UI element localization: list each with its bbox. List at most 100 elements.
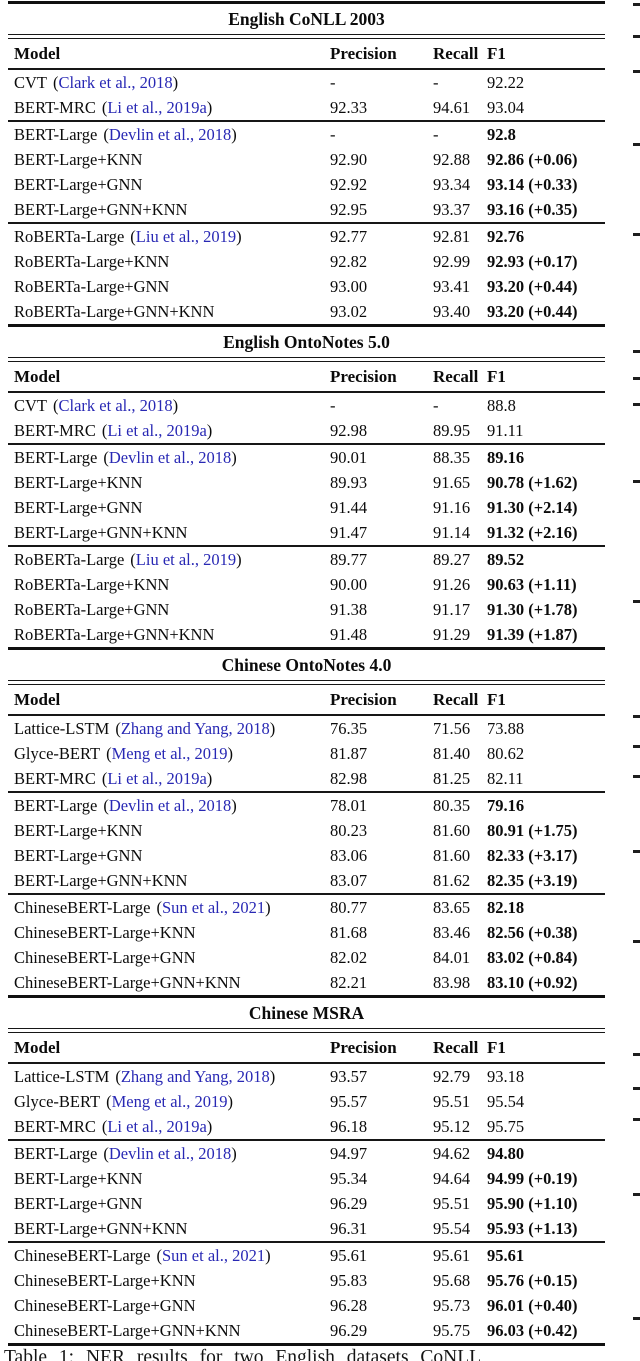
- model-cell: RoBERTa-Large (Liu et al., 2019): [14, 224, 242, 249]
- precision-value: 96.28: [330, 1296, 368, 1315]
- citation-link[interactable]: Clark et al., 2018: [58, 396, 173, 415]
- model-cell: RoBERTa-Large+GNN+KNN: [14, 299, 214, 324]
- precision-value: 95.34: [330, 1169, 368, 1188]
- citation-group: (Clark et al., 2018): [53, 73, 178, 92]
- citation-link[interactable]: Li et al., 2019a: [107, 1117, 207, 1136]
- model-cell: BERT-MRC (Li et al., 2019a): [14, 1114, 212, 1139]
- citation-group: (Liu et al., 2019): [130, 550, 241, 569]
- recall-value: 93.37: [433, 200, 471, 219]
- recall-value: 91.29: [433, 625, 471, 644]
- citation-group: (Devlin et al., 2018): [103, 796, 236, 815]
- column-header-precision: Precision: [330, 1038, 397, 1057]
- model-name: ChineseBERT-Large+KNN: [14, 1271, 196, 1290]
- citation-link[interactable]: Zhang and Yang, 2018: [120, 719, 270, 738]
- model-name: BERT-MRC: [14, 421, 96, 440]
- model-name: CVT: [14, 396, 47, 415]
- table-row: BERT-Large+GNN+KNN 92.95 93.37 93.16 (+0.35…: [8, 197, 605, 222]
- group-separator-rule: [8, 443, 605, 445]
- table-row: BERT-Large+GNN 91.44 91.16 91.30 (+2.14): [8, 495, 605, 520]
- column-header-precision: Precision: [330, 690, 397, 709]
- precision-value: 92.95: [330, 200, 368, 219]
- table-row: CVT (Clark et al., 2018) - - 88.8: [8, 393, 605, 418]
- precision-value: 91.47: [330, 523, 368, 542]
- table-row: RoBERTa-Large+GNN 93.00 93.41 93.20 (+0.44): [8, 274, 605, 299]
- recall-value: 95.61: [433, 1246, 471, 1265]
- citation-link[interactable]: Liu et al., 2019: [135, 550, 237, 569]
- citation-link[interactable]: Devlin et al., 2018: [108, 796, 232, 815]
- column-header-f1: F1: [487, 44, 506, 63]
- model-name: BERT-Large+KNN: [14, 150, 143, 169]
- model-name: BERT-Large+GNN: [14, 175, 143, 194]
- citation-link[interactable]: Li et al., 2019a: [107, 98, 207, 117]
- model-name: RoBERTa-Large+GNN+KNN: [14, 625, 215, 644]
- adjacent-column-text-fragment: [633, 377, 640, 380]
- column-header-model: Model: [14, 1038, 61, 1057]
- model-cell: RoBERTa-Large+GNN: [14, 597, 169, 622]
- precision-value: 96.18: [330, 1117, 368, 1136]
- precision-value: 90.01: [330, 448, 368, 467]
- f1-value: 94.99 (+0.19): [487, 1169, 578, 1188]
- citation-link[interactable]: Devlin et al., 2018: [108, 1144, 232, 1163]
- citation-link[interactable]: Clark et al., 2018: [58, 73, 173, 92]
- citation-link[interactable]: Li et al., 2019a: [107, 769, 207, 788]
- f1-value: 79.16: [487, 796, 525, 815]
- title-separator-rule: [8, 680, 605, 685]
- header-separator-rule: [8, 714, 605, 716]
- model-name: RoBERTa-Large+KNN: [14, 575, 170, 594]
- adjacent-column-text-fragment: [633, 775, 640, 778]
- f1-value: 90.63 (+1.11): [487, 575, 577, 594]
- citation-link[interactable]: Devlin et al., 2018: [108, 448, 232, 467]
- adjacent-column-text-fragment: [633, 35, 640, 38]
- table-bottom-rule: [8, 1343, 605, 1346]
- citation-link[interactable]: Liu et al., 2019: [135, 227, 237, 246]
- model-cell: BERT-MRC (Li et al., 2019a): [14, 95, 212, 120]
- recall-value: 91.14: [433, 523, 471, 542]
- model-name: BERT-Large: [14, 796, 98, 815]
- column-header-model: Model: [14, 44, 61, 63]
- model-cell: ChineseBERT-Large+GNN: [14, 945, 196, 970]
- recall-value: 93.41: [433, 277, 471, 296]
- precision-value: 82.21: [330, 973, 368, 992]
- citation-group: (Meng et al., 2019): [106, 744, 233, 763]
- table-row: RoBERTa-Large+GNN+KNN 91.48 91.29 91.39 (+1…: [8, 622, 605, 647]
- table-row: BERT-Large+KNN 95.34 94.64 94.99 (+0.19): [8, 1166, 605, 1191]
- model-cell: BERT-Large (Devlin et al., 2018): [14, 122, 237, 147]
- citation-link[interactable]: Meng et al., 2019: [111, 1092, 228, 1111]
- citation-group: (Devlin et al., 2018): [103, 125, 236, 144]
- open-paren: (: [53, 396, 59, 415]
- recall-value: -: [433, 396, 439, 415]
- precision-value: 82.02: [330, 948, 368, 967]
- close-paren: ): [265, 1246, 271, 1265]
- table-row: BERT-Large (Devlin et al., 2018) - - 92.8: [8, 122, 605, 147]
- model-name: RoBERTa-Large+GNN: [14, 600, 170, 619]
- open-paren: (: [156, 898, 163, 917]
- model-name: Lattice-LSTM: [14, 1067, 110, 1086]
- citation-link[interactable]: Sun et al., 2021: [162, 898, 266, 917]
- column-header-row: Model Precision Recall F1: [8, 362, 605, 391]
- citation-group: (Clark et al., 2018): [53, 396, 178, 415]
- citation-link[interactable]: Meng et al., 2019: [111, 744, 228, 763]
- citation-link[interactable]: Zhang and Yang, 2018: [120, 1067, 270, 1086]
- citation-link[interactable]: Li et al., 2019a: [107, 421, 207, 440]
- open-paren: (: [101, 1117, 108, 1136]
- table-row: ChineseBERT-Large (Sun et al., 2021) 80.77…: [8, 895, 605, 920]
- table-row: ChineseBERT-Large+GNN+KNN 96.29 95.75 96.03…: [8, 1318, 605, 1343]
- column-header-f1: F1: [487, 690, 506, 709]
- citation-link[interactable]: Sun et al., 2021: [162, 1246, 266, 1265]
- adjacent-column-text-fragment: [633, 1118, 640, 1121]
- group-separator-rule: [8, 120, 605, 122]
- table-row: BERT-Large+KNN 80.23 81.60 80.91 (+1.75): [8, 818, 605, 843]
- table-row: BERT-Large+KNN 92.90 92.88 92.86 (+0.06): [8, 147, 605, 172]
- group-separator-rule: [8, 1139, 605, 1141]
- citation-link[interactable]: Devlin et al., 2018: [108, 125, 232, 144]
- recall-value: 95.51: [433, 1092, 471, 1111]
- f1-value: 82.18: [487, 898, 525, 917]
- adjacent-column-text-fragment: [633, 940, 640, 943]
- precision-value: 92.98: [330, 421, 368, 440]
- precision-value: 93.02: [330, 302, 368, 321]
- precision-value: -: [330, 125, 336, 144]
- precision-value: -: [330, 73, 336, 92]
- recall-value: 81.40: [433, 744, 471, 763]
- open-paren: (: [101, 421, 108, 440]
